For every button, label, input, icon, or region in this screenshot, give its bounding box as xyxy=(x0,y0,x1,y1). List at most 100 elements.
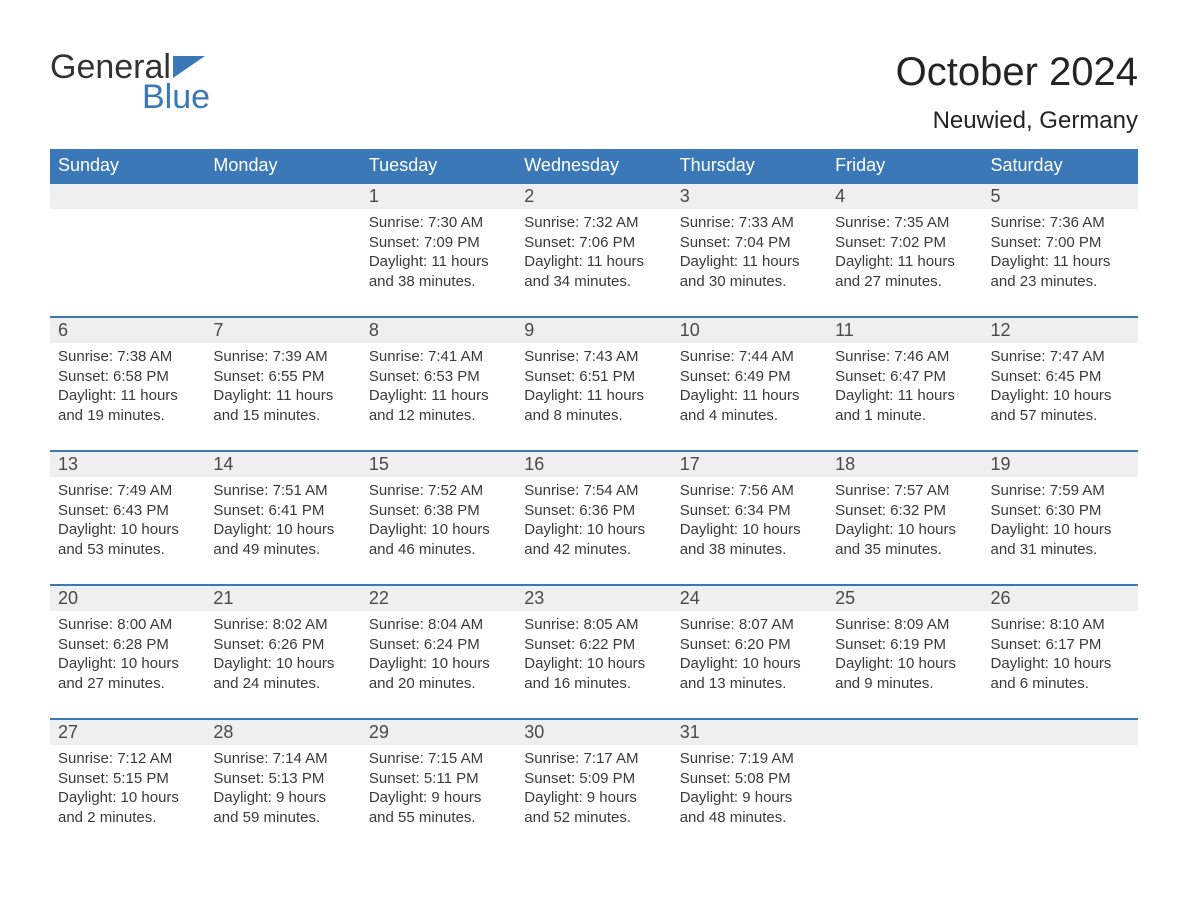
day-number: 2 xyxy=(516,183,671,209)
day-body-row: Sunrise: 7:30 AMSunset: 7:09 PM Daylight:… xyxy=(50,209,1138,317)
weekday-header: Sunday xyxy=(50,149,205,183)
title-block: October 2024 Neuwied, Germany xyxy=(896,50,1138,135)
day-body-row: Sunrise: 8:00 AMSunset: 6:28 PMDaylight:… xyxy=(50,611,1138,719)
daylight-line: Daylight: 10 hours and 20 minutes. xyxy=(369,654,508,693)
day-number-row: 12345 xyxy=(50,183,1138,209)
daylight-line: Daylight: 9 hours and 59 minutes. xyxy=(213,788,352,827)
day-number: 15 xyxy=(361,451,516,477)
sunset-line: Sunset: 6:22 PM xyxy=(524,635,663,655)
sunset-line: Sunset: 6:19 PM xyxy=(835,635,974,655)
daylight-line: Daylight: 10 hours and 42 minutes. xyxy=(524,520,663,559)
day-cell: Sunrise: 7:30 AMSunset: 7:09 PMDaylight:… xyxy=(361,209,516,317)
daylight-line: Daylight: 11 hours and 30 minutes. xyxy=(680,252,819,291)
empty-day-number xyxy=(827,719,982,745)
sunset-line: Sunset: 6:26 PM xyxy=(213,635,352,655)
day-number: 8 xyxy=(361,317,516,343)
sunrise-line: Sunrise: 8:02 AM xyxy=(213,615,352,635)
daylight-line: Daylight: 10 hours and 6 minutes. xyxy=(991,654,1130,693)
sunset-line: Sunset: 5:15 PM xyxy=(58,769,197,789)
sunset-line: Sunset: 7:02 PM xyxy=(835,233,974,253)
daylight-line: Daylight: 11 hours and 4 minutes. xyxy=(680,386,819,425)
daylight-line: Daylight: 10 hours and 57 minutes. xyxy=(991,386,1130,425)
empty-day-body xyxy=(827,745,982,853)
sunrise-line: Sunrise: 7:36 AM xyxy=(991,213,1130,233)
sunset-line: Sunset: 7:09 PM xyxy=(369,233,508,253)
daylight-line: Daylight: 11 hours and 34 minutes. xyxy=(524,252,663,291)
daylight-line: Daylight: 10 hours and 13 minutes. xyxy=(680,654,819,693)
daylight-line: Daylight: 11 hours and 23 minutes. xyxy=(991,252,1130,291)
day-cell: Sunrise: 7:47 AMSunset: 6:45 PMDaylight:… xyxy=(983,343,1138,451)
sunrise-line: Sunrise: 7:19 AM xyxy=(680,749,819,769)
sunrise-line: Sunrise: 7:41 AM xyxy=(369,347,508,367)
sunrise-line: Sunrise: 7:12 AM xyxy=(58,749,197,769)
sunset-line: Sunset: 6:17 PM xyxy=(991,635,1130,655)
day-number: 27 xyxy=(50,719,205,745)
sunset-line: Sunset: 6:20 PM xyxy=(680,635,819,655)
weekday-header: Monday xyxy=(205,149,360,183)
day-cell: Sunrise: 7:38 AMSunset: 6:58 PMDaylight:… xyxy=(50,343,205,451)
day-cell: Sunrise: 7:41 AMSunset: 6:53 PMDaylight:… xyxy=(361,343,516,451)
sunrise-line: Sunrise: 7:56 AM xyxy=(680,481,819,501)
day-cell: Sunrise: 7:15 AMSunset: 5:11 PMDaylight:… xyxy=(361,745,516,853)
sunrise-line: Sunrise: 8:07 AM xyxy=(680,615,819,635)
sunset-line: Sunset: 6:41 PM xyxy=(213,501,352,521)
day-number: 12 xyxy=(983,317,1138,343)
day-cell: Sunrise: 8:09 AMSunset: 6:19 PMDaylight:… xyxy=(827,611,982,719)
daylight-line: Daylight: 10 hours and 31 minutes. xyxy=(991,520,1130,559)
sunset-line: Sunset: 6:32 PM xyxy=(835,501,974,521)
daylight-line: Daylight: 10 hours and 24 minutes. xyxy=(213,654,352,693)
day-cell: Sunrise: 8:04 AMSunset: 6:24 PMDaylight:… xyxy=(361,611,516,719)
sunset-line: Sunset: 6:49 PM xyxy=(680,367,819,387)
empty-day-body xyxy=(50,209,205,317)
day-cell: Sunrise: 7:36 AMSunset: 7:00 PMDaylight:… xyxy=(983,209,1138,317)
day-cell: Sunrise: 7:44 AMSunset: 6:49 PMDaylight:… xyxy=(672,343,827,451)
day-number: 3 xyxy=(672,183,827,209)
sunrise-line: Sunrise: 7:38 AM xyxy=(58,347,197,367)
sunrise-line: Sunrise: 7:49 AM xyxy=(58,481,197,501)
day-cell: Sunrise: 8:02 AMSunset: 6:26 PMDaylight:… xyxy=(205,611,360,719)
day-number: 9 xyxy=(516,317,671,343)
day-number: 6 xyxy=(50,317,205,343)
daylight-line: Daylight: 11 hours and 15 minutes. xyxy=(213,386,352,425)
day-number: 13 xyxy=(50,451,205,477)
daylight-line: Daylight: 9 hours and 52 minutes. xyxy=(524,788,663,827)
sunrise-line: Sunrise: 7:47 AM xyxy=(991,347,1130,367)
day-number: 29 xyxy=(361,719,516,745)
logo: General Blue xyxy=(50,50,210,114)
sunset-line: Sunset: 5:08 PM xyxy=(680,769,819,789)
day-body-row: Sunrise: 7:12 AMSunset: 5:15 PM Daylight:… xyxy=(50,745,1138,853)
day-number-row: 2728293031 xyxy=(50,719,1138,745)
sunset-line: Sunset: 7:00 PM xyxy=(991,233,1130,253)
daylight-line: Daylight: 10 hours and 53 minutes. xyxy=(58,520,197,559)
sunrise-line: Sunrise: 7:30 AM xyxy=(369,213,508,233)
day-number-row: 6789101112 xyxy=(50,317,1138,343)
day-number: 11 xyxy=(827,317,982,343)
day-cell: Sunrise: 7:57 AMSunset: 6:32 PMDaylight:… xyxy=(827,477,982,585)
daylight-line: Daylight: 11 hours and 1 minute. xyxy=(835,386,974,425)
sunset-line: Sunset: 6:51 PM xyxy=(524,367,663,387)
day-cell: Sunrise: 7:59 AMSunset: 6:30 PMDaylight:… xyxy=(983,477,1138,585)
empty-day-body xyxy=(983,745,1138,853)
daylight-line: Daylight: 10 hours and 16 minutes. xyxy=(524,654,663,693)
day-cell: Sunrise: 7:35 AMSunset: 7:02 PMDaylight:… xyxy=(827,209,982,317)
empty-day-number xyxy=(50,183,205,209)
day-number: 4 xyxy=(827,183,982,209)
weekday-header: Tuesday xyxy=(361,149,516,183)
day-cell: Sunrise: 7:52 AMSunset: 6:38 PMDaylight:… xyxy=(361,477,516,585)
empty-day-number xyxy=(983,719,1138,745)
sunrise-line: Sunrise: 7:39 AM xyxy=(213,347,352,367)
day-number: 19 xyxy=(983,451,1138,477)
sunset-line: Sunset: 7:06 PM xyxy=(524,233,663,253)
sunrise-line: Sunrise: 7:17 AM xyxy=(524,749,663,769)
location-label: Neuwied, Germany xyxy=(896,107,1138,135)
logo-flag-icon xyxy=(173,56,205,78)
day-number: 28 xyxy=(205,719,360,745)
sunset-line: Sunset: 6:28 PM xyxy=(58,635,197,655)
sunrise-line: Sunrise: 8:05 AM xyxy=(524,615,663,635)
day-number: 24 xyxy=(672,585,827,611)
day-cell: Sunrise: 7:33 AMSunset: 7:04 PMDaylight:… xyxy=(672,209,827,317)
sunrise-line: Sunrise: 7:32 AM xyxy=(524,213,663,233)
sunrise-line: Sunrise: 7:59 AM xyxy=(991,481,1130,501)
sunrise-line: Sunrise: 7:43 AM xyxy=(524,347,663,367)
sunrise-line: Sunrise: 7:57 AM xyxy=(835,481,974,501)
